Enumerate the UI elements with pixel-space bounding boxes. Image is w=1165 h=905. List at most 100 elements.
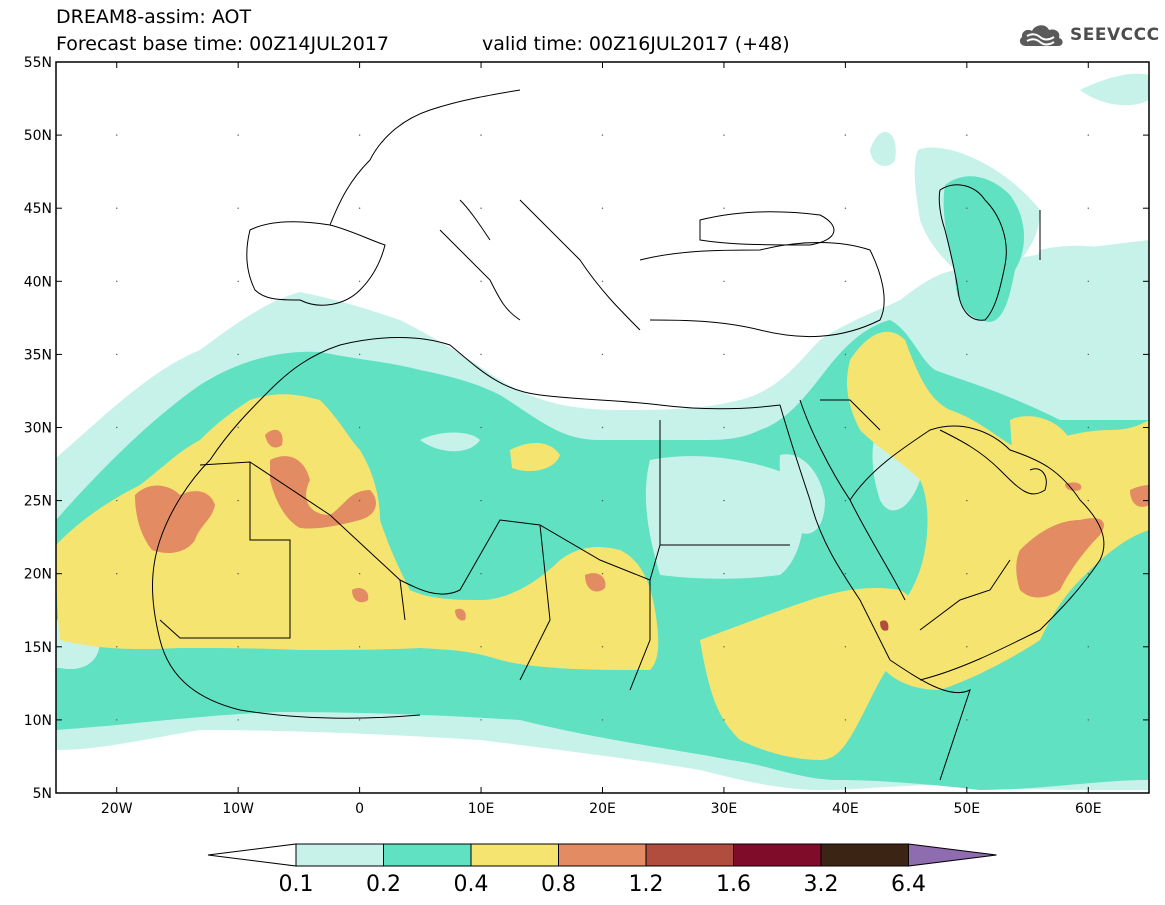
grid-dot [480, 646, 482, 648]
lon-label: 10E [468, 801, 495, 817]
grid-dot [116, 499, 118, 502]
grid-dot [480, 426, 482, 429]
grid-dot [723, 646, 725, 648]
grid-dot [358, 499, 361, 502]
grid-dot [237, 646, 239, 648]
grid-dot [723, 280, 725, 282]
grid-dot [844, 280, 847, 282]
seevccc-logo: SEEVCCC [1018, 22, 1160, 48]
lon-label: 60E [1075, 801, 1102, 817]
colorbar-label: 3.2 [804, 872, 839, 897]
grid-dot [601, 353, 604, 356]
grid-dot [966, 280, 968, 282]
grid-dot [358, 134, 361, 136]
grid-dot [116, 573, 118, 575]
grid-dot [723, 207, 725, 209]
colorbar-label: 0.4 [454, 872, 489, 897]
lon-label: 0 [355, 801, 364, 817]
grid-dot [601, 573, 604, 575]
grid-dot [480, 573, 482, 575]
grid-dot [1087, 499, 1089, 502]
lat-label: 50N [24, 128, 52, 144]
grid-dot [723, 573, 725, 575]
aot-field [56, 73, 1149, 790]
colorbar-bin [820, 843, 909, 867]
lat-label: 35N [24, 347, 52, 363]
grid-dot [1087, 646, 1089, 648]
logo-text: SEEVCCC [1070, 25, 1160, 45]
grid-dot [844, 134, 847, 136]
grid-dot [1087, 280, 1089, 282]
grid-dot [844, 426, 847, 429]
grid-dot [237, 134, 239, 136]
grid-dot [116, 207, 118, 209]
grid-dot [1087, 353, 1089, 356]
grid-dot [966, 207, 968, 209]
lon-label: 30E [711, 801, 738, 817]
lat-label: 15N [24, 640, 52, 656]
lat-label: 5N [33, 786, 52, 802]
grid-dot [480, 134, 482, 136]
colorbar-bin [383, 843, 472, 867]
grid-dot [116, 280, 118, 282]
colorbar-label: 0.1 [279, 872, 314, 897]
grid-dot [1087, 719, 1089, 721]
grid-dot [480, 207, 482, 209]
forecast-base-time: Forecast base time: 00Z14JUL2017 [56, 33, 389, 55]
valid-time: valid time: 00Z16JUL2017 (+48) [482, 33, 790, 55]
grid-dot [844, 353, 847, 356]
grid-dot [358, 207, 361, 209]
grid-dot [358, 573, 361, 575]
grid-dot [723, 134, 725, 136]
grid-dot [966, 646, 968, 648]
grid-dot [601, 646, 604, 648]
grid-dot [480, 280, 482, 282]
grid-dot [723, 719, 725, 721]
colorbar-bin [645, 843, 734, 867]
lat-label: 25N [24, 494, 52, 510]
colorbar-lower-arrow [207, 843, 297, 867]
grid-dot [480, 499, 482, 502]
lat-label: 10N [24, 713, 52, 729]
grid-dot [480, 719, 482, 721]
grid-dot [601, 207, 604, 209]
grid-dot [1087, 573, 1089, 575]
colorbar-label: 0.8 [541, 872, 576, 897]
grid-dot [237, 280, 239, 282]
grid-dot [358, 719, 361, 721]
colorbar-upper-arrow [908, 843, 997, 867]
grid-dot [358, 353, 361, 356]
colorbar-bin [733, 843, 822, 867]
map-axes: 5N 10N 15N 20N 25N 30N 35N 40N 45N 50N 55N 20W 10W 0 1… [24, 55, 1149, 817]
grid-dot [237, 207, 239, 209]
grid-dot [237, 353, 239, 356]
grid-dot [601, 134, 604, 136]
coastlines [152, 89, 1105, 781]
cloud-icon [1019, 25, 1063, 46]
grid-dot [844, 207, 847, 209]
colorbar-bin [470, 843, 559, 867]
grid-dot [116, 719, 118, 721]
grid-dot [844, 499, 847, 502]
colorbar-label: 1.2 [629, 872, 664, 897]
grid-dot [1087, 207, 1089, 209]
lat-label: 55N [24, 55, 52, 71]
grid-dot [237, 499, 239, 502]
lon-label: 10W [222, 801, 254, 817]
grid-dot [844, 646, 847, 648]
grid-dot [966, 573, 968, 575]
grid-dot [844, 573, 847, 575]
grid-dot [966, 499, 968, 502]
grid-dot [966, 134, 968, 136]
lat-label: 40N [24, 274, 52, 290]
map-title: DREAM8-assim: AOT [56, 6, 252, 28]
lon-label: 40E [832, 801, 859, 817]
grid-dot [966, 426, 968, 429]
grid-dot [237, 426, 239, 429]
grid-dot [601, 499, 604, 502]
grid-dot [966, 353, 968, 356]
grid-dot [723, 499, 725, 502]
colorbar-label: 0.2 [366, 872, 401, 897]
grid-dot [1087, 134, 1089, 136]
